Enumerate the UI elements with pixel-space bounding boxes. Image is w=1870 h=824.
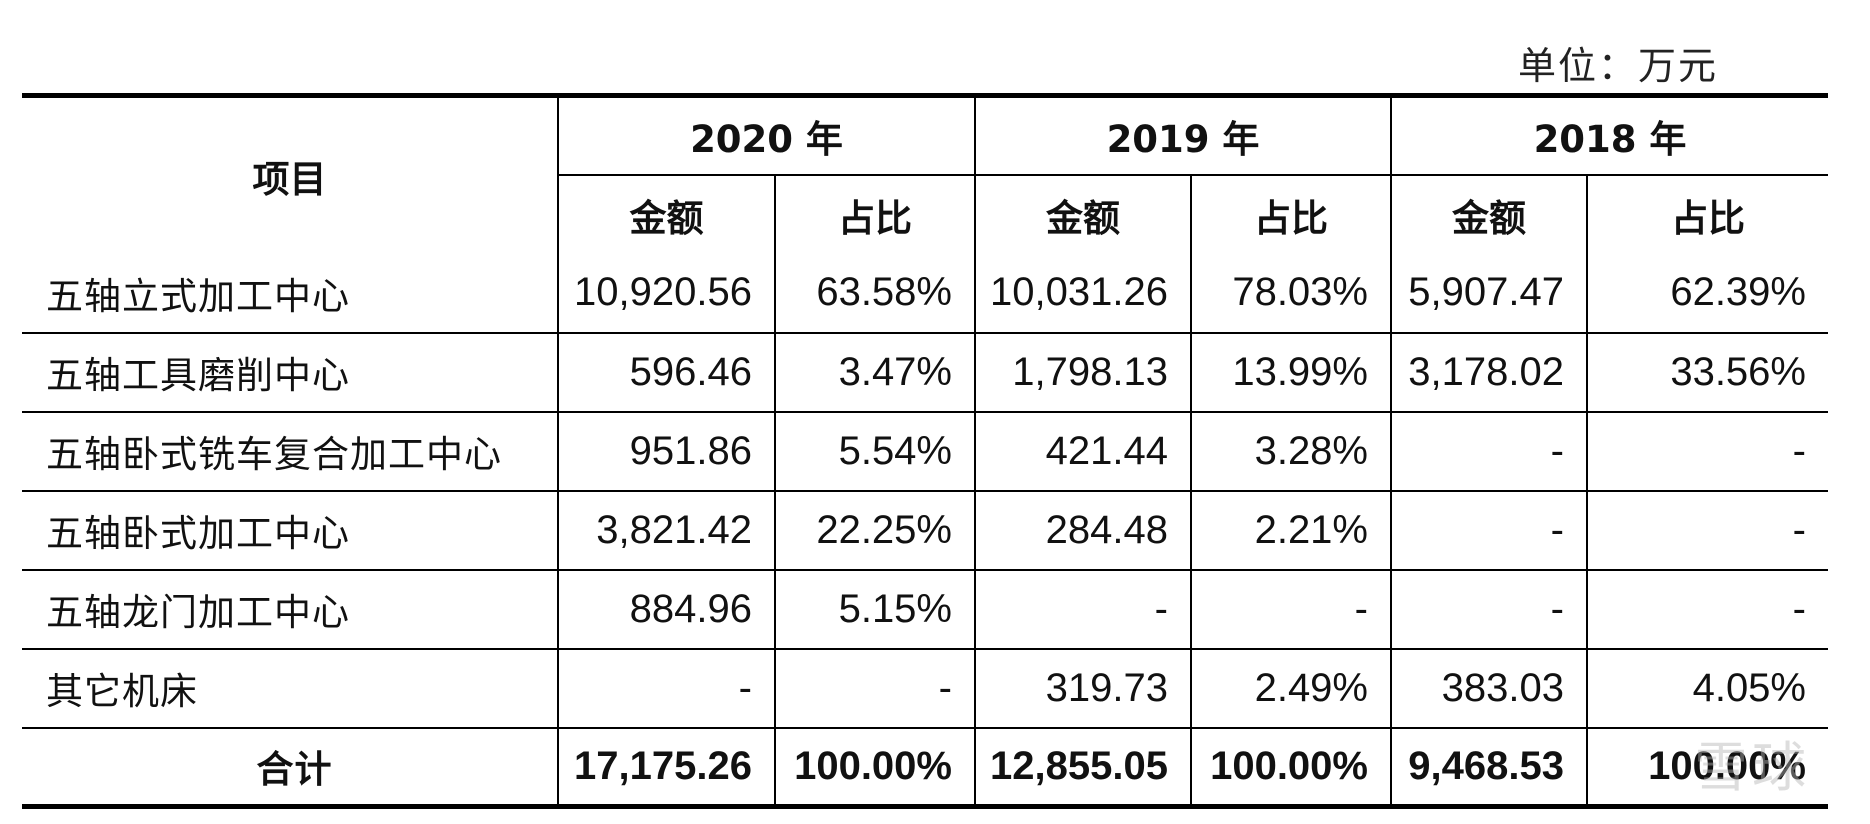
table-row: 五轴卧式加工中心 3,821.42 22.25% 284.48 2.21% - … [22,489,1828,570]
cell-ratio-2018: - [1586,568,1828,649]
total-amount-2018: 9,468.53 [1390,726,1587,807]
cell-amount-2018: 3,178.02 [1390,331,1587,412]
cell-ratio-2020: - [774,647,975,728]
unit-label: 单位：万元 [1517,44,1718,88]
total-ratio-2020: 100.00% [774,726,975,807]
header-year-2020: 2020 年 [557,95,975,175]
header-year-2018: 2018 年 [1390,95,1828,175]
cell-ratio-2019: 13.99% [1190,331,1391,412]
cell-ratio-2020: 3.47% [774,331,975,412]
total-amount-2019: 12,855.05 [974,726,1191,807]
row-label: 五轴工具磨削中心 [22,331,558,412]
row-label: 五轴卧式铣车复合加工中心 [22,410,558,491]
table-row: 五轴卧式铣车复合加工中心 951.86 5.54% 421.44 3.28% -… [22,410,1828,491]
row-label: 五轴龙门加工中心 [22,568,558,649]
table-row: 五轴立式加工中心 10,920.56 63.58% 10,031.26 78.0… [22,253,1828,333]
cell-amount-2018: - [1390,568,1587,649]
cell-ratio-2019: 3.28% [1190,410,1391,491]
cell-amount-2020: 596.46 [557,331,775,412]
cell-ratio-2018: 62.39% [1586,253,1828,333]
table-row: 其它机床 - - 319.73 2.49% 383.03 4.05% [22,647,1828,728]
cell-amount-2018: 383.03 [1390,647,1587,728]
cell-amount-2020: 884.96 [557,568,775,649]
table-row: 五轴工具磨削中心 596.46 3.47% 1,798.13 13.99% 3,… [22,331,1828,412]
cell-ratio-2018: - [1586,410,1828,491]
cell-ratio-2018: 33.56% [1586,331,1828,412]
header-amount-2019: 金额 [974,173,1191,254]
cell-amount-2019: 421.44 [974,410,1191,491]
row-label: 其它机床 [22,647,558,728]
row-label: 五轴卧式加工中心 [22,489,558,570]
revenue-table-wrapper: 项目 2020 年 2019 年 2018 年 金额 占比 金额 占比 金额 占… [22,93,1828,809]
cell-ratio-2020: 22.25% [774,489,975,570]
row-label: 五轴立式加工中心 [46,274,350,318]
cell-ratio-2019: 2.49% [1190,647,1391,728]
total-ratio-2019: 100.00% [1190,726,1391,807]
cell-ratio-2019: - [1190,568,1391,649]
cell-ratio-2020: 5.15% [774,568,975,649]
header-year-2019: 2019 年 [974,95,1391,175]
cell-amount-2020: 3,821.42 [557,489,775,570]
cell-amount-2019: 319.73 [974,647,1191,728]
header-row-metrics: 金额 占比 金额 占比 金额 占比 [22,173,1828,254]
header-ratio-2019: 占比 [1190,173,1391,254]
cell-ratio-2018: 4.05% [1586,647,1828,728]
cell-amount-2020: - [557,647,775,728]
header-amount-2020: 金额 [557,173,775,254]
header-amount-2018: 金额 [1390,173,1587,254]
cell-amount-2018: - [1390,489,1587,570]
cell-ratio-2019: 78.03% [1190,253,1391,333]
header-ratio-2018: 占比 [1586,173,1828,254]
total-amount-2020: 17,175.26 [557,726,775,807]
cell-amount-2020: 10,920.56 [557,253,775,333]
header-row-years: 项目 2020 年 2019 年 2018 年 [22,95,1828,201]
cell-amount-2019: 1,798.13 [974,331,1191,412]
total-ratio-2018: 100.00% [1586,726,1828,807]
header-ratio-2020: 占比 [774,173,975,254]
cell-amount-2018: - [1390,410,1587,491]
revenue-table: 项目 2020 年 2019 年 2018 年 金额 占比 金额 占比 金额 占… [22,93,1828,809]
total-label: 合计 [22,726,558,807]
cell-ratio-2019: 2.21% [1190,489,1391,570]
total-row: 合计 17,175.26 100.00% 12,855.05 100.00% 9… [22,726,1828,807]
cell-ratio-2020: 63.58% [774,253,975,333]
cell-amount-2019: 284.48 [974,489,1191,570]
cell-amount-2018: 5,907.47 [1390,253,1587,333]
cell-ratio-2018: - [1586,489,1828,570]
cell-amount-2019: 10,031.26 [974,253,1191,333]
header-item: 项目 [252,157,327,201]
cell-amount-2019: - [974,568,1191,649]
cell-amount-2020: 951.86 [557,410,775,491]
table-row: 五轴龙门加工中心 884.96 5.15% - - - - [22,568,1828,649]
cell-ratio-2020: 5.54% [774,410,975,491]
